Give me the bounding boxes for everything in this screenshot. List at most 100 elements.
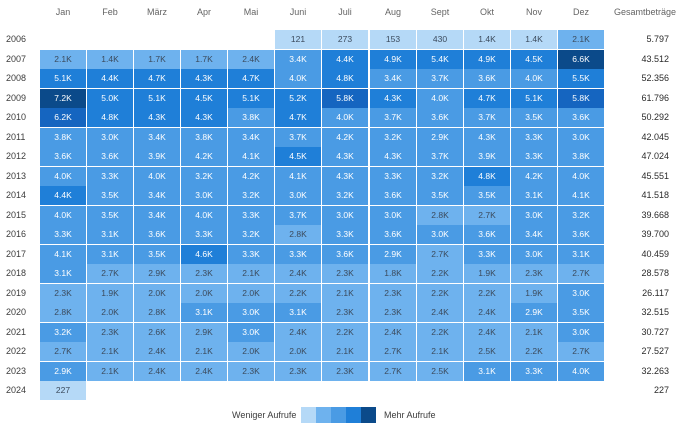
- heatmap-cell[interactable]: 2.1K: [87, 361, 133, 381]
- heatmap-cell[interactable]: 5.5K: [558, 69, 604, 88]
- heatmap-cell[interactable]: 4.3K: [134, 108, 180, 127]
- heatmap-cell[interactable]: 6.6K: [558, 49, 604, 69]
- heatmap-cell[interactable]: 3.2K: [228, 186, 274, 205]
- heatmap-cell[interactable]: 3.6K: [558, 108, 604, 127]
- heatmap-cell[interactable]: 2.4K: [134, 342, 180, 361]
- heatmap-cell[interactable]: 3.3K: [40, 225, 86, 244]
- heatmap-cell[interactable]: 4.2K: [322, 127, 368, 147]
- heatmap-cell[interactable]: 1.9K: [511, 283, 557, 303]
- heatmap-cell[interactable]: 4.3K: [181, 108, 227, 127]
- heatmap-cell[interactable]: 3.4K: [134, 205, 180, 225]
- heatmap-cell[interactable]: 3.8K: [228, 108, 274, 127]
- heatmap-cell[interactable]: 1.9K: [464, 264, 510, 283]
- heatmap-cell[interactable]: 4.4K: [40, 186, 86, 205]
- heatmap-cell[interactable]: 2.3K: [370, 283, 416, 303]
- heatmap-cell[interactable]: 4.3K: [370, 147, 416, 166]
- heatmap-cell[interactable]: 2.4K: [134, 361, 180, 381]
- heatmap-cell[interactable]: 4.9K: [370, 49, 416, 69]
- heatmap-cell[interactable]: 7.2K: [40, 88, 86, 108]
- heatmap-cell[interactable]: 3.1K: [181, 303, 227, 322]
- heatmap-cell[interactable]: 4.2K: [181, 147, 227, 166]
- heatmap-cell[interactable]: 5.4K: [417, 49, 463, 69]
- heatmap-cell[interactable]: 3.0K: [558, 322, 604, 342]
- heatmap-cell[interactable]: 3.3K: [511, 127, 557, 147]
- heatmap-cell[interactable]: 4.8K: [464, 166, 510, 186]
- heatmap-cell[interactable]: 3.6K: [134, 225, 180, 244]
- heatmap-cell[interactable]: 4.0K: [322, 108, 368, 127]
- heatmap-cell[interactable]: 5.1K: [228, 88, 274, 108]
- heatmap-cell[interactable]: 1.4K: [464, 30, 510, 49]
- heatmap-cell[interactable]: 2.1K: [40, 49, 86, 69]
- heatmap-cell[interactable]: 3.7K: [275, 127, 321, 147]
- heatmap-cell[interactable]: 2.1K: [511, 322, 557, 342]
- heatmap-cell[interactable]: 4.8K: [87, 108, 133, 127]
- heatmap-cell[interactable]: 3.2K: [181, 166, 227, 186]
- heatmap-cell[interactable]: 121: [275, 30, 321, 49]
- heatmap-cell[interactable]: 3.6K: [558, 225, 604, 244]
- heatmap-cell[interactable]: 3.6K: [417, 108, 463, 127]
- heatmap-cell[interactable]: 2.9K: [370, 244, 416, 264]
- heatmap-cell[interactable]: 3.4K: [134, 127, 180, 147]
- heatmap-cell[interactable]: 4.7K: [275, 108, 321, 127]
- heatmap-cell[interactable]: 3.1K: [511, 186, 557, 205]
- heatmap-cell[interactable]: 2.0K: [228, 342, 274, 361]
- heatmap-cell[interactable]: 4.3K: [322, 166, 368, 186]
- heatmap-cell[interactable]: 2.1K: [181, 342, 227, 361]
- heatmap-cell[interactable]: 1.4K: [87, 49, 133, 69]
- heatmap-cell[interactable]: 2.2K: [417, 264, 463, 283]
- heatmap-cell[interactable]: 3.5K: [87, 205, 133, 225]
- heatmap-cell[interactable]: 2.9K: [511, 303, 557, 322]
- heatmap-cell[interactable]: 2.4K: [417, 303, 463, 322]
- heatmap-cell[interactable]: 3.6K: [464, 69, 510, 88]
- heatmap-cell[interactable]: 2.1K: [558, 30, 604, 49]
- heatmap-cell[interactable]: 3.3K: [511, 361, 557, 381]
- heatmap-cell[interactable]: 3.2K: [417, 166, 463, 186]
- heatmap-cell[interactable]: 273: [322, 30, 368, 49]
- heatmap-cell[interactable]: 2.3K: [322, 303, 368, 322]
- heatmap-cell[interactable]: 3.1K: [464, 361, 510, 381]
- heatmap-cell[interactable]: 3.0K: [228, 303, 274, 322]
- heatmap-cell[interactable]: 4.7K: [134, 69, 180, 88]
- heatmap-cell[interactable]: 4.6K: [181, 244, 227, 264]
- heatmap-cell[interactable]: 5.8K: [558, 88, 604, 108]
- heatmap-cell[interactable]: 2.3K: [370, 303, 416, 322]
- heatmap-cell[interactable]: 3.0K: [181, 186, 227, 205]
- heatmap-cell[interactable]: 5.2K: [275, 88, 321, 108]
- heatmap-cell[interactable]: 2.7K: [370, 342, 416, 361]
- heatmap-cell[interactable]: 3.8K: [181, 127, 227, 147]
- heatmap-cell[interactable]: 2.0K: [134, 283, 180, 303]
- heatmap-cell[interactable]: 2.5K: [464, 342, 510, 361]
- heatmap-cell[interactable]: 227: [40, 381, 86, 400]
- heatmap-cell[interactable]: 4.5K: [511, 49, 557, 69]
- heatmap-cell[interactable]: 3.5K: [558, 303, 604, 322]
- heatmap-cell[interactable]: 2.0K: [181, 283, 227, 303]
- heatmap-cell[interactable]: 5.1K: [511, 88, 557, 108]
- heatmap-cell[interactable]: 3.3K: [181, 225, 227, 244]
- heatmap-cell[interactable]: 2.0K: [275, 342, 321, 361]
- heatmap-cell[interactable]: 2.5K: [417, 361, 463, 381]
- heatmap-cell[interactable]: 4.0K: [134, 166, 180, 186]
- heatmap-cell[interactable]: 2.9K: [40, 361, 86, 381]
- heatmap-cell[interactable]: 1.7K: [181, 49, 227, 69]
- heatmap-cell[interactable]: 3.4K: [511, 225, 557, 244]
- heatmap-cell[interactable]: 4.4K: [322, 49, 368, 69]
- heatmap-cell[interactable]: 3.7K: [275, 205, 321, 225]
- heatmap-cell[interactable]: 3.8K: [40, 127, 86, 147]
- heatmap-cell[interactable]: 1.9K: [87, 283, 133, 303]
- heatmap-cell[interactable]: 2.6K: [134, 322, 180, 342]
- heatmap-cell[interactable]: 1.8K: [370, 264, 416, 283]
- heatmap-cell[interactable]: 2.0K: [228, 283, 274, 303]
- heatmap-cell[interactable]: 4.5K: [181, 88, 227, 108]
- heatmap-cell[interactable]: 3.7K: [464, 108, 510, 127]
- heatmap-cell[interactable]: 2.4K: [181, 361, 227, 381]
- heatmap-cell[interactable]: 2.7K: [464, 205, 510, 225]
- heatmap-cell[interactable]: 4.2K: [228, 166, 274, 186]
- heatmap-cell[interactable]: 4.0K: [40, 205, 86, 225]
- heatmap-cell[interactable]: 3.3K: [322, 225, 368, 244]
- heatmap-cell[interactable]: 3.0K: [228, 322, 274, 342]
- heatmap-cell[interactable]: 3.0K: [511, 244, 557, 264]
- heatmap-cell[interactable]: 3.4K: [370, 69, 416, 88]
- heatmap-cell[interactable]: 4.0K: [275, 69, 321, 88]
- heatmap-cell[interactable]: 2.3K: [275, 361, 321, 381]
- heatmap-cell[interactable]: 2.7K: [558, 342, 604, 361]
